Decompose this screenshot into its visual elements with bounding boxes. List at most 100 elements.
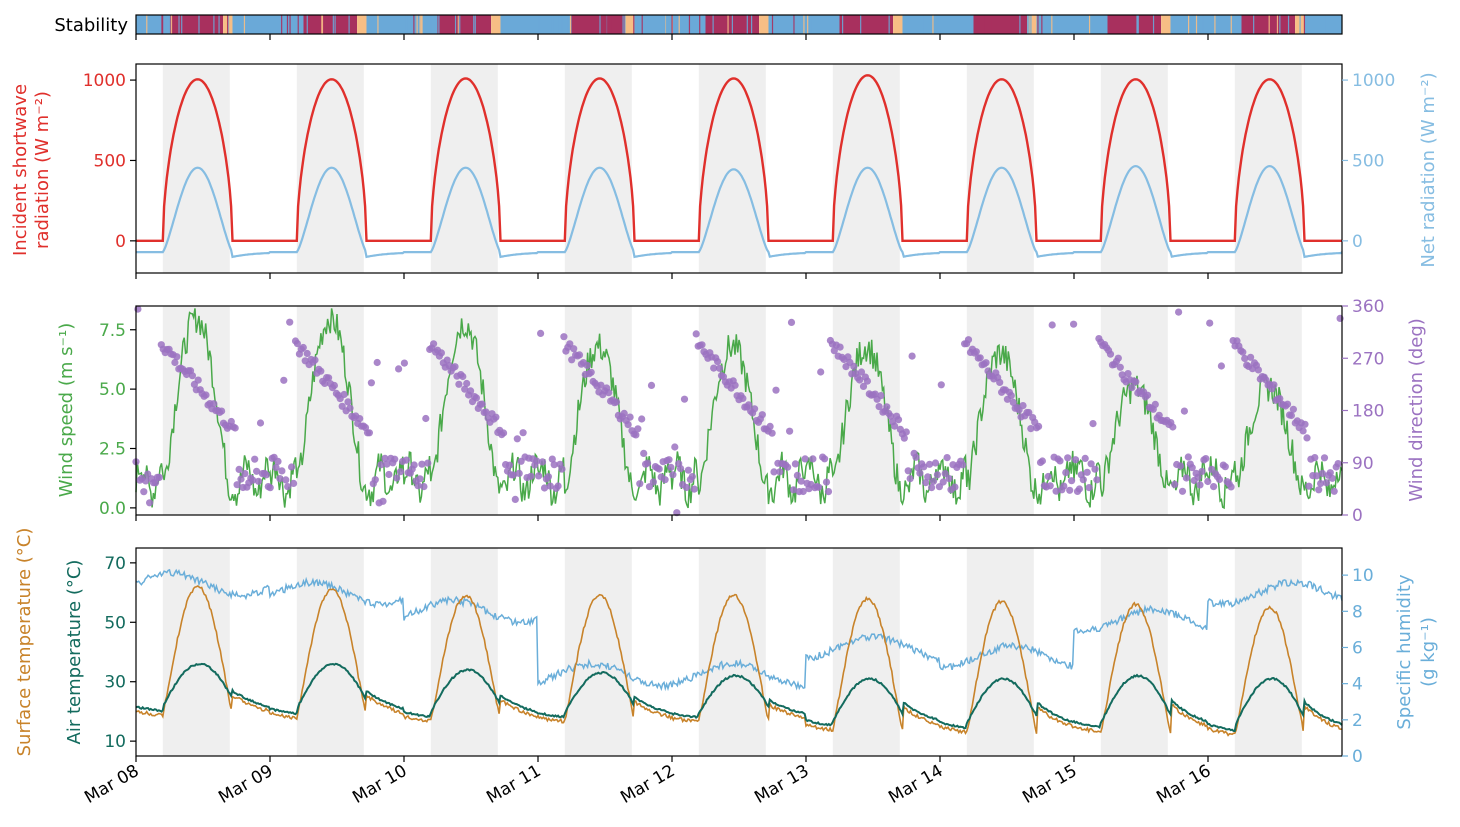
stability-segment-unstable — [1304, 15, 1342, 34]
wind-direction-point — [926, 460, 934, 468]
wind-direction-point — [171, 358, 179, 367]
wind-direction-point — [515, 469, 523, 477]
wind-direction-point — [290, 479, 298, 487]
wind-direction-point — [237, 475, 245, 483]
stability-stripe — [228, 15, 230, 34]
wind-direction-point — [1056, 457, 1064, 465]
air-temperature-ylabel: Air temperature (°C) — [64, 560, 85, 745]
wind-direction-point — [1143, 391, 1152, 399]
stability-stripe — [502, 15, 504, 34]
wind-direction-point — [299, 343, 307, 352]
wind-direction-point — [789, 486, 798, 494]
wind-direction-point — [1177, 462, 1185, 470]
wind-direction-point — [509, 471, 517, 479]
stability-segment-unstable — [232, 15, 304, 34]
x-date-label: Mar 13 — [751, 761, 812, 808]
stability-stripe — [665, 15, 668, 34]
stability-stripe — [1268, 15, 1270, 34]
stability-stripe — [226, 15, 229, 34]
stability-stripe — [357, 15, 359, 34]
specific-humidity-ylabel-1: Specific humidity — [1394, 574, 1415, 730]
wind-direction-point — [1128, 384, 1136, 392]
stability-stripe — [170, 15, 173, 34]
wind-direction-point — [410, 461, 418, 469]
wind-direction-point — [1318, 469, 1327, 478]
stability-stripe — [332, 15, 334, 34]
wind-direction-point — [1283, 400, 1292, 408]
wind-direction-point — [1184, 453, 1192, 461]
wind-direction-point — [649, 478, 658, 486]
wind-direction-point — [142, 477, 150, 485]
radiation-panel: 0 500 1000 0 500 1000 Incident shortwave radi… — [10, 63, 1439, 279]
wind-direction-point — [288, 463, 296, 471]
night-shading — [966, 306, 1034, 515]
wind-direction-point — [173, 353, 181, 361]
wind-direction-point — [612, 398, 621, 406]
stability-stripe — [421, 15, 423, 34]
wind-direction-point — [1196, 481, 1204, 489]
air-temperature-line — [135, 662, 1343, 733]
wind-direction-point — [939, 478, 947, 486]
wind-direction-point — [645, 483, 654, 491]
wind-direction-point — [1007, 392, 1015, 400]
wind-direction-point — [920, 463, 928, 471]
wind-direction-point — [1180, 407, 1188, 415]
stability-stripe — [932, 15, 934, 34]
night-shading — [832, 548, 900, 756]
stability-stripe — [793, 15, 795, 34]
wind-direction-point — [1276, 395, 1284, 403]
wind-direction-point — [1175, 308, 1183, 316]
stability-stripe — [1230, 15, 1232, 34]
wind-direction-point — [1217, 362, 1225, 370]
stability-stripe — [479, 15, 481, 34]
wind-direction-point — [1326, 469, 1334, 477]
stability-stripe — [454, 15, 457, 34]
wind-direction-point — [1227, 483, 1235, 491]
wind-direction-point — [638, 415, 646, 423]
stability-stripe — [624, 15, 626, 34]
stability-stripe — [569, 15, 572, 34]
wind-direction-point — [1070, 320, 1078, 328]
wind-direction-point — [1009, 398, 1017, 406]
wind-direction-point — [385, 470, 393, 479]
stability-stripe — [1088, 15, 1091, 34]
stability-stripe — [842, 15, 844, 34]
wind-direction-point — [1052, 487, 1060, 495]
wind-direction-point — [817, 368, 825, 376]
stability-stripe — [983, 15, 985, 34]
wind-direction-point — [330, 381, 338, 390]
stability-stripe — [281, 15, 283, 34]
night-shading — [564, 306, 632, 515]
stability-stripe — [671, 15, 673, 34]
wind-direction-point — [262, 471, 270, 479]
wind-direction-point — [1106, 350, 1115, 358]
wind-direction-point — [632, 431, 640, 439]
wind-direction-point — [964, 336, 973, 344]
wind-direction-point — [1083, 468, 1091, 476]
stability-stripe — [610, 15, 612, 34]
stability-segment-neutral — [759, 15, 769, 34]
wind-direction-point — [356, 415, 364, 423]
stability-stripe — [321, 15, 323, 34]
wind-direction-point — [284, 483, 292, 491]
wind-direction-point — [850, 362, 858, 370]
wind-direction-point — [1060, 482, 1068, 490]
wind-direction-point — [959, 461, 967, 469]
surface-temperature-ylabel: Surface temperature (°C) — [14, 528, 35, 757]
wind-direction-point — [1079, 476, 1087, 484]
night-shading — [698, 548, 766, 756]
wind-direction-point — [459, 372, 467, 381]
stability-stripe — [229, 15, 231, 34]
wind-direction-point — [863, 377, 872, 385]
wind-direction-point — [540, 484, 549, 492]
y-tick-label: 270 — [1352, 349, 1384, 369]
wind-direction-point — [1035, 422, 1043, 430]
wind-direction-point — [776, 468, 784, 476]
wind-speed-ylabel: Wind speed (m s⁻¹) — [56, 323, 77, 497]
wind-direction-point — [1215, 475, 1224, 484]
temperature-panel: 10 30 50 70 0 2 4 6 8 10 Surface temperature (°C)… — [14, 528, 1439, 767]
wind-direction-point — [286, 318, 294, 326]
y-tick-label: 0 — [1352, 747, 1363, 767]
y-tick-label: 10 — [104, 732, 126, 752]
stability-frame — [135, 14, 1343, 35]
